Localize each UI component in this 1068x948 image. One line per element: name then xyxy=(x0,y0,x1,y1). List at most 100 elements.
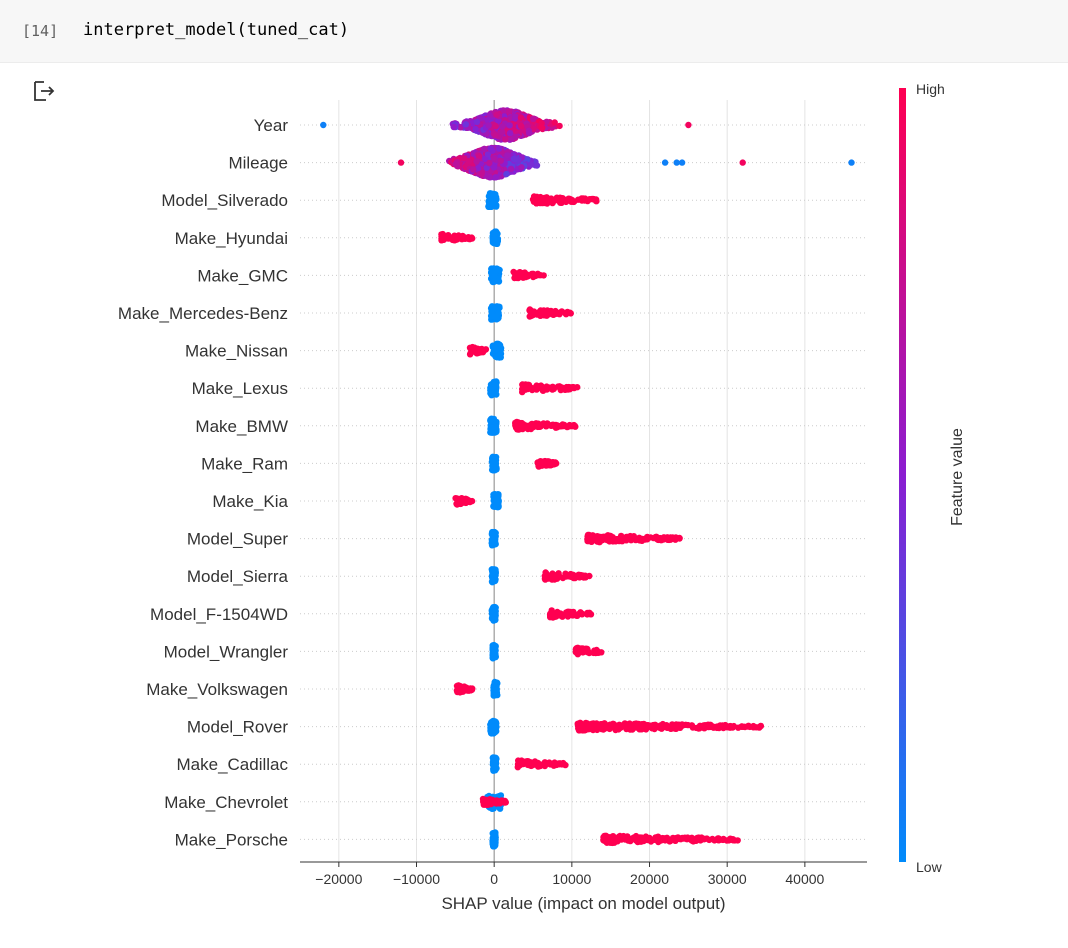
shap-point xyxy=(661,159,669,166)
shap-point xyxy=(491,567,498,574)
shap-point xyxy=(489,200,496,207)
shap-point xyxy=(693,834,701,842)
shap-point xyxy=(629,724,636,732)
shap-point xyxy=(487,722,495,729)
shap-point xyxy=(524,760,532,767)
shap-point xyxy=(452,160,460,167)
shap-point xyxy=(458,496,465,504)
shap-point xyxy=(491,678,498,686)
feature-label: Make_Ram xyxy=(201,454,288,473)
output-redirect-icon[interactable] xyxy=(32,80,56,102)
execution-count: [14] xyxy=(22,22,59,40)
shap-point xyxy=(604,837,611,844)
shap-point xyxy=(465,157,473,165)
shap-point xyxy=(644,722,652,729)
shap-point xyxy=(511,156,519,163)
shap-point xyxy=(475,153,483,160)
shap-point xyxy=(491,467,499,474)
shap-point xyxy=(636,834,644,841)
x-tick-label: −10000 xyxy=(393,871,440,887)
shap-point xyxy=(515,757,522,764)
shap-point xyxy=(693,724,700,732)
shap-point xyxy=(504,152,511,159)
shap-point xyxy=(540,308,547,315)
shap-point xyxy=(588,725,595,733)
shap-point xyxy=(655,535,663,543)
shap-point xyxy=(518,122,525,130)
shap-point xyxy=(449,236,456,244)
feature-label: Make_Chevrolet xyxy=(164,793,288,812)
feature-label: Make_BMW xyxy=(195,417,288,436)
shap-point xyxy=(556,122,563,130)
shap-point xyxy=(606,725,613,733)
shap-point xyxy=(549,383,556,390)
shap-point xyxy=(491,230,498,238)
shap-point xyxy=(492,194,500,201)
colorbar: High Low Feature value xyxy=(899,81,966,875)
code-input[interactable]: interpret_model(tuned_cat) xyxy=(83,20,350,40)
shap-point xyxy=(470,166,477,173)
colorbar-gradient xyxy=(899,88,906,862)
shap-point xyxy=(674,834,682,841)
shap-point xyxy=(678,159,686,166)
colorbar-high-label: High xyxy=(916,81,945,97)
shap-point xyxy=(750,722,757,730)
shap-point xyxy=(492,132,499,139)
shap-point xyxy=(534,459,541,466)
shap-point xyxy=(568,196,576,204)
feature-label: Make_Cadillac xyxy=(177,755,289,774)
shap-point xyxy=(661,535,668,542)
shap-point xyxy=(590,196,597,203)
shap-point xyxy=(562,570,569,577)
x-tick-label: 20000 xyxy=(630,871,669,887)
shap-point xyxy=(551,119,558,126)
shap-point xyxy=(552,424,560,431)
feature-label: Make_Volkswagen xyxy=(146,680,288,699)
shap-point xyxy=(601,832,608,840)
shap-point xyxy=(575,196,582,203)
shap-point xyxy=(517,114,525,121)
shap-point xyxy=(456,689,464,696)
shap-point xyxy=(497,353,504,360)
shap-point xyxy=(570,421,578,429)
shap-point xyxy=(739,159,746,166)
shap-point xyxy=(473,158,480,165)
shap-point xyxy=(526,129,533,137)
shap-point xyxy=(584,610,591,617)
shap-point xyxy=(460,233,467,240)
points-layer xyxy=(320,107,855,850)
shap-point xyxy=(568,571,575,578)
shap-point xyxy=(489,390,496,397)
shap-point xyxy=(627,537,635,544)
shap-point xyxy=(641,536,649,543)
shap-point xyxy=(506,122,513,129)
shap-point xyxy=(467,498,474,506)
feature-label: Model_Sierra xyxy=(187,567,289,586)
shap-point xyxy=(538,124,545,131)
shap-point xyxy=(460,155,468,162)
shap-point xyxy=(503,170,510,178)
feature-label: Year xyxy=(254,116,289,135)
shap-point xyxy=(483,164,490,171)
shap-point xyxy=(515,274,522,282)
axis-layer: −20000 −10000 0 10000 20000 30000 40000 SHAP va… xyxy=(300,861,867,913)
shap-point xyxy=(645,835,652,842)
shap-point xyxy=(493,312,500,320)
shap-point xyxy=(507,165,515,173)
shap-point xyxy=(487,145,494,152)
shap-point xyxy=(495,145,503,152)
shap-point xyxy=(638,721,646,729)
colorbar-low-label: Low xyxy=(916,859,943,875)
shap-point xyxy=(490,692,497,699)
shap-point xyxy=(502,136,509,143)
shap-point xyxy=(453,501,461,508)
feature-label: Model_F-1504WD xyxy=(150,605,288,624)
shap-point xyxy=(540,272,547,279)
shap-point xyxy=(490,641,498,649)
shap-point xyxy=(485,193,493,200)
shap-point xyxy=(527,161,535,168)
shap-point xyxy=(553,761,560,768)
shap-point xyxy=(537,761,544,768)
shap-point xyxy=(619,538,626,545)
